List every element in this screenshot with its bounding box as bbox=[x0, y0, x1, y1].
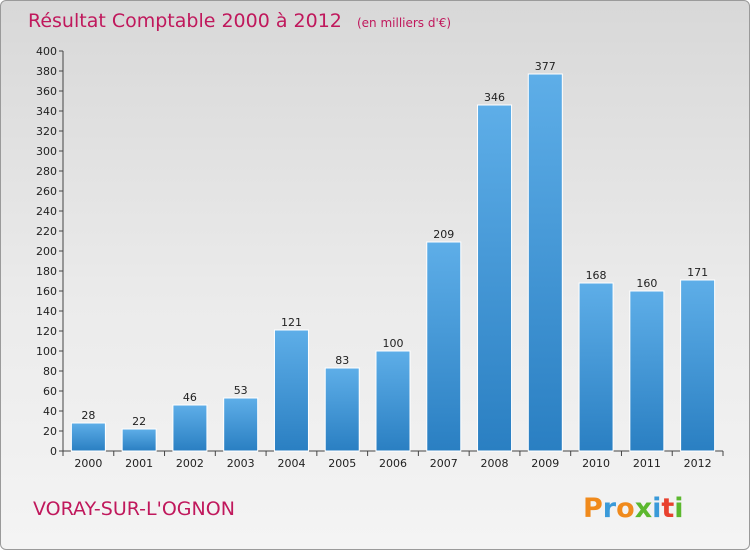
x-tick-label-2008: 2008 bbox=[481, 457, 509, 470]
proxiti-logo: Proxiti bbox=[583, 493, 684, 524]
bar-2010 bbox=[578, 282, 614, 452]
bar-2004 bbox=[273, 329, 309, 452]
data-label-2011: 160 bbox=[636, 277, 657, 290]
data-label-2005: 83 bbox=[335, 354, 349, 367]
y-tick-label: 40 bbox=[43, 405, 57, 418]
logo-letter: P bbox=[583, 493, 603, 524]
logo-letter: o bbox=[616, 493, 635, 524]
x-tick-label-2002: 2002 bbox=[176, 457, 204, 470]
data-label-2009: 377 bbox=[535, 60, 556, 73]
location-label: VORAY-SUR-L'OGNON bbox=[33, 498, 235, 520]
bar-2005 bbox=[324, 367, 360, 452]
y-tick-label: 140 bbox=[36, 305, 57, 318]
y-tick-label: 360 bbox=[36, 85, 57, 98]
x-tick-label-2011: 2011 bbox=[633, 457, 661, 470]
logo-letter: r bbox=[603, 493, 617, 524]
chart-title: Résultat Comptable 2000 à 2012 (en milli… bbox=[28, 10, 451, 32]
x-axis-ticks: 2000 2001 2002 2003 2004 2005 2006 2007 2008 2009… bbox=[62, 451, 724, 470]
y-tick-label: 80 bbox=[43, 365, 57, 378]
data-label-2001: 22 bbox=[132, 415, 146, 428]
data-label-2006: 100 bbox=[383, 337, 404, 350]
data-label-2012: 171 bbox=[687, 266, 708, 279]
bar-2009 bbox=[527, 73, 563, 452]
bar-2002 bbox=[172, 404, 208, 452]
logo-letter: i bbox=[674, 493, 683, 524]
x-tick-label-2010: 2010 bbox=[582, 457, 610, 470]
x-tick-label-2001: 2001 bbox=[125, 457, 153, 470]
bar-2007 bbox=[426, 241, 462, 452]
bar-2001 bbox=[121, 428, 157, 452]
y-tick-label: 100 bbox=[36, 345, 57, 358]
y-tick-label: 320 bbox=[36, 125, 57, 138]
x-tick-label-2005: 2005 bbox=[328, 457, 356, 470]
data-label-2010: 168 bbox=[586, 269, 607, 282]
x-tick-label-2003: 2003 bbox=[227, 457, 255, 470]
y-tick-label: 280 bbox=[36, 165, 57, 178]
y-tick-label: 200 bbox=[36, 245, 57, 258]
bar-2006 bbox=[375, 350, 411, 452]
data-label-2008: 346 bbox=[484, 91, 505, 104]
y-tick-label: 260 bbox=[36, 185, 57, 198]
y-tick-label: 300 bbox=[36, 145, 57, 158]
data-label-2007: 209 bbox=[433, 228, 454, 241]
y-tick-label: 160 bbox=[36, 285, 57, 298]
y-tick-label: 180 bbox=[36, 265, 57, 278]
y-tick-label: 20 bbox=[43, 425, 57, 438]
data-label-2000: 28 bbox=[81, 409, 95, 422]
data-label-2003: 53 bbox=[234, 384, 248, 397]
x-tick-label-2004: 2004 bbox=[277, 457, 305, 470]
y-tick-label: 340 bbox=[36, 105, 57, 118]
y-tick-label: 220 bbox=[36, 225, 57, 238]
x-tick-label-2006: 2006 bbox=[379, 457, 407, 470]
y-tick-label: 400 bbox=[36, 45, 57, 58]
logo-letter: i bbox=[652, 493, 661, 524]
y-tick-label: 380 bbox=[36, 65, 57, 78]
bar-2008 bbox=[477, 104, 513, 452]
y-tick-label: 120 bbox=[36, 325, 57, 338]
bar-2003 bbox=[223, 397, 259, 452]
y-tick-label: 60 bbox=[43, 385, 57, 398]
chart-title-unit: (en milliers d'€) bbox=[357, 16, 451, 30]
bar-2012 bbox=[680, 279, 716, 452]
y-tick-label: 0 bbox=[50, 445, 57, 458]
x-tick-label-2000: 2000 bbox=[74, 457, 102, 470]
y-tick-label: 240 bbox=[36, 205, 57, 218]
data-label-2002: 46 bbox=[183, 391, 197, 404]
y-axis-ticks: 0 20 40 60 80 100 120 140 160 180 200 220 240 260 280 3… bbox=[36, 45, 63, 458]
x-tick-label-2012: 2012 bbox=[684, 457, 712, 470]
bar-2011 bbox=[629, 290, 665, 452]
data-label-2004: 121 bbox=[281, 316, 302, 329]
x-tick-label-2007: 2007 bbox=[430, 457, 458, 470]
logo-letter: x bbox=[635, 493, 652, 524]
x-tick-label-2009: 2009 bbox=[531, 457, 559, 470]
bars-group: 28 22 46 53 121 83 100 209 346 377 168 160 171 bbox=[70, 60, 716, 452]
bar-2000 bbox=[70, 422, 106, 452]
logo-letter: t bbox=[661, 493, 674, 524]
chart-title-main: Résultat Comptable 2000 à 2012 bbox=[28, 10, 342, 32]
